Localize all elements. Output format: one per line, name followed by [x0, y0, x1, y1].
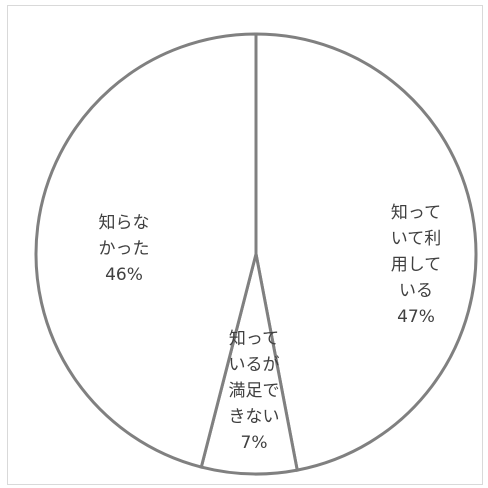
- slice-1-percent-label: 47%: [397, 307, 435, 327]
- slice-3-percent-label: 46%: [105, 265, 143, 285]
- slice-1-label-line: いる: [399, 281, 433, 301]
- pie-slices: [34, 32, 478, 476]
- slice-2-label-line: いるが: [229, 355, 280, 375]
- slice-2-label-line: 知って: [229, 329, 279, 349]
- pie-slice-3: [34, 32, 258, 469]
- slice-1-label-line: いて利: [391, 229, 442, 249]
- slice-2-label-line: きない: [229, 407, 280, 427]
- pie-slice-1: [254, 32, 478, 472]
- slice-2-percent-label: 7%: [241, 433, 268, 453]
- slice-3-label-line: 知らな: [99, 213, 150, 233]
- slice-2-label-line: 満足で: [229, 381, 280, 401]
- slice-1-label-line: 用して: [391, 255, 442, 275]
- slice-3-label-line: かった: [99, 239, 150, 259]
- slice-1-label-line: 知って: [391, 203, 441, 223]
